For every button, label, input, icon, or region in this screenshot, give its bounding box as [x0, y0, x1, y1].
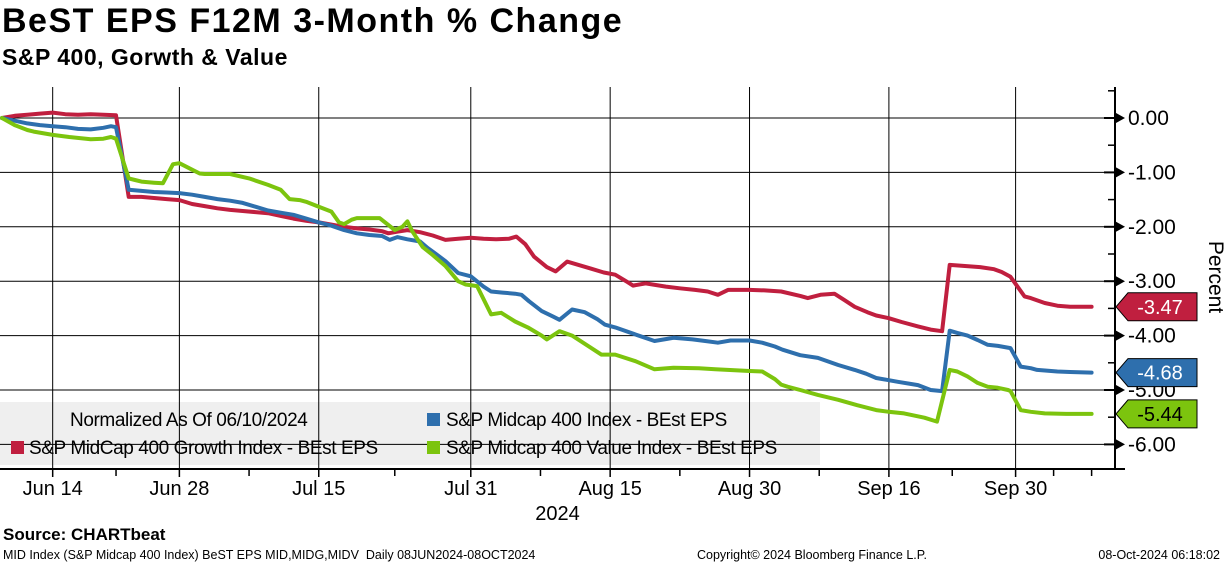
x-tick-label: Jul 31 [444, 478, 497, 500]
x-axis-ticks: Jun 14 Jun 28 Jul 15 Jul 31 Aug 15 Aug 30 Sep … [23, 469, 1093, 525]
x-tick-label: Aug 30 [718, 478, 781, 500]
series-lines [0, 110, 1094, 424]
y-tick-label: -4.00 [1128, 325, 1176, 348]
series-line [0, 116, 1094, 424]
y-axis-title: Percent [1204, 241, 1224, 314]
x-tick-label: Aug 15 [578, 478, 641, 500]
y-tick-label: -3.00 [1128, 270, 1176, 293]
series-line [0, 110, 1094, 334]
value-tag-label: -5.44 [1137, 404, 1183, 426]
value-tag [1115, 358, 1198, 388]
x-tick-label: Jun 14 [23, 478, 83, 500]
y-tick-label: -6.00 [1128, 433, 1176, 456]
gridlines [0, 87, 1115, 469]
value-tag [1115, 399, 1198, 429]
x-tick-label: Sep 16 [857, 478, 920, 500]
legend-background [0, 402, 820, 465]
y-tick-label: 0.00 [1128, 107, 1169, 130]
x-tick-label: Sep 30 [984, 478, 1047, 500]
series-line [0, 116, 1094, 394]
y-tick-label: -2.00 [1128, 216, 1176, 239]
value-tag-label: -4.68 [1137, 363, 1183, 385]
x-tick-label: Jul 15 [292, 478, 345, 500]
value-tag-label: -3.47 [1137, 297, 1183, 319]
x-axis-year-label: 2024 [535, 503, 580, 525]
value-tags: -3.47 -4.68 -5.44 [1115, 292, 1198, 429]
axes [0, 87, 1125, 470]
y-tick-label: -1.00 [1128, 161, 1176, 184]
x-tick-label: Jun 28 [149, 478, 209, 500]
value-tag [1115, 292, 1198, 322]
